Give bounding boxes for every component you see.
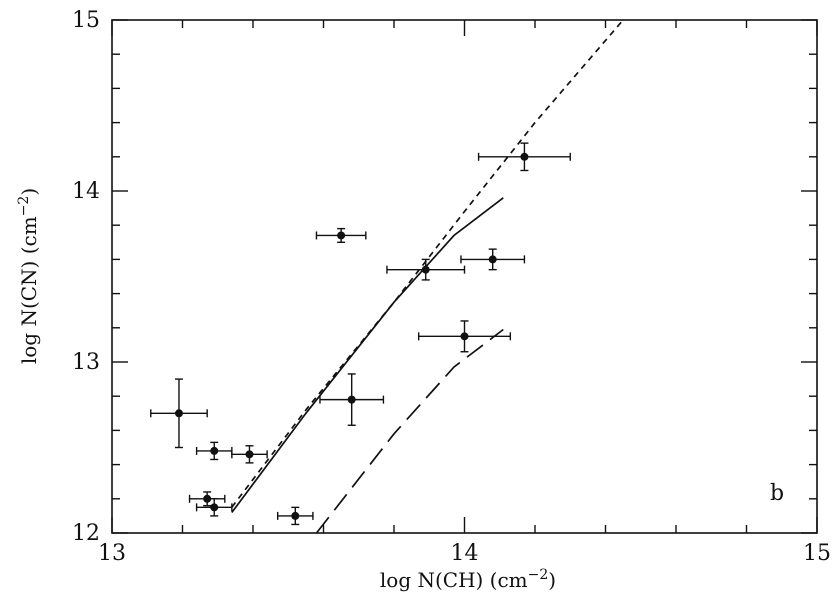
y-axis-title: log N(CN) (cm−2): [16, 188, 41, 364]
x-axis-title-end: ): [548, 568, 556, 592]
data-point: [197, 499, 232, 516]
y-tick-label: 13: [72, 350, 100, 375]
data-points: [151, 143, 570, 524]
data-point: [479, 143, 571, 170]
y-axis-title-main: log N(CN) (cm: [17, 216, 41, 364]
model-curve-long-dash: [317, 330, 504, 534]
x-axis-title: log N(CH) (cm−2): [380, 567, 556, 592]
data-point: [316, 229, 365, 243]
data-point-marker: [210, 503, 218, 511]
data-point: [461, 249, 524, 270]
data-point-marker: [520, 153, 528, 161]
data-point: [190, 492, 225, 506]
panel-label: b: [770, 481, 784, 506]
data-point-marker: [337, 231, 345, 239]
data-point-marker: [489, 255, 497, 263]
y-axis-title-sup: −2: [16, 196, 32, 217]
data-point-marker: [461, 332, 469, 340]
x-tick-label: 14: [451, 541, 479, 566]
data-point: [419, 321, 511, 352]
data-point: [387, 259, 465, 280]
data-point-marker: [422, 266, 430, 274]
x-axis-title-main: log N(CH) (cm: [380, 568, 528, 592]
data-point: [197, 442, 232, 459]
data-point-marker: [203, 495, 211, 503]
model-curves: [232, 20, 623, 533]
x-tick-label: 13: [98, 541, 126, 566]
data-point: [232, 446, 267, 463]
data-point: [151, 379, 207, 447]
plot-frame: [112, 20, 817, 533]
y-axis-title-end: ): [17, 188, 41, 196]
data-point-marker: [348, 396, 356, 404]
data-point-marker: [175, 409, 183, 417]
data-point-marker: [245, 450, 253, 458]
y-tick-label: 12: [72, 521, 100, 546]
model-curve-solid: [232, 198, 504, 513]
data-point: [278, 507, 313, 524]
y-tick-label: 15: [72, 8, 100, 33]
x-axis-title-sup: −2: [528, 567, 549, 583]
x-tick-label: 15: [803, 541, 831, 566]
data-point-marker: [210, 447, 218, 455]
axis-ticks: [112, 20, 817, 533]
data-point-marker: [291, 512, 299, 520]
y-tick-label: 14: [72, 179, 100, 204]
